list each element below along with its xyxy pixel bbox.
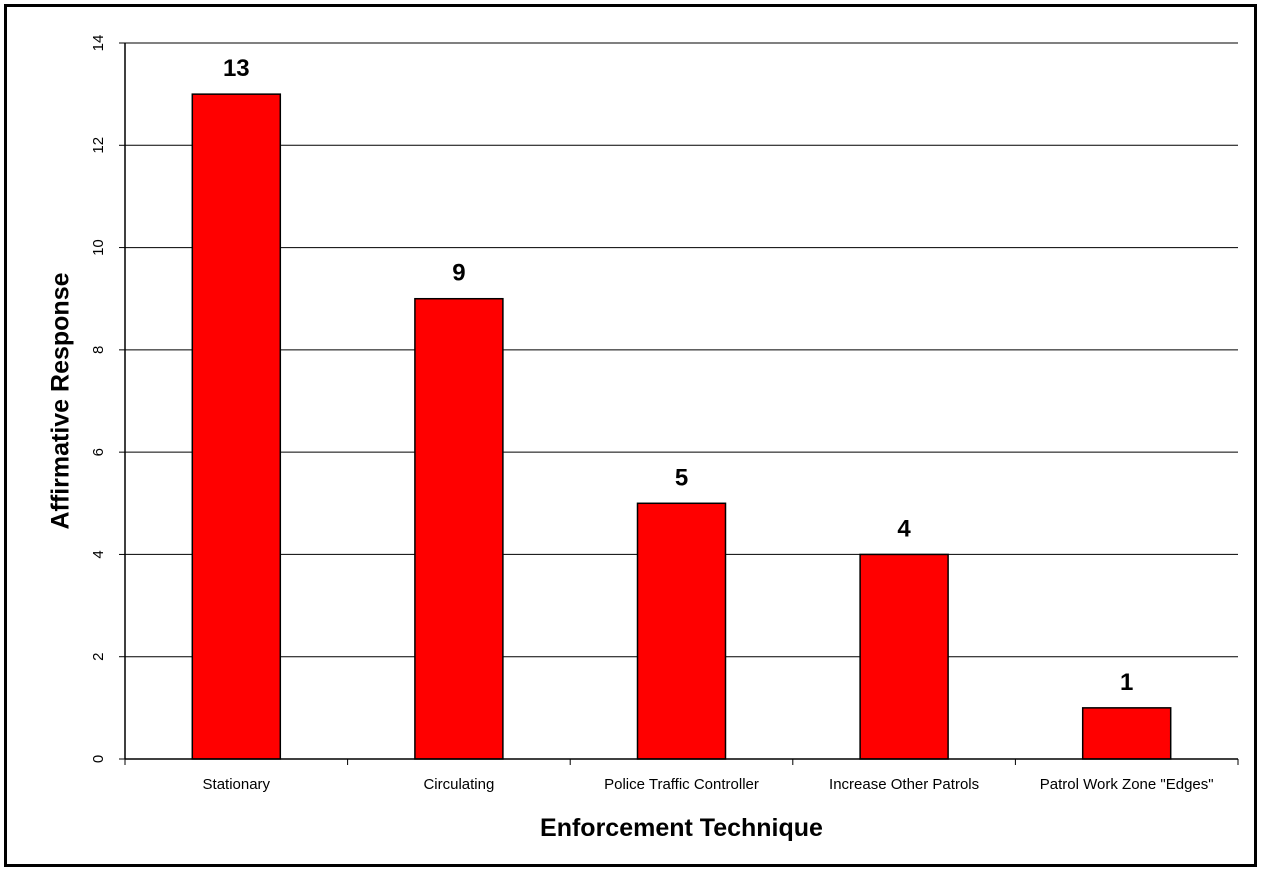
bar: [414, 297, 504, 760]
x-tick-label: Police Traffic Controller: [604, 776, 759, 793]
y-tick-label: 12: [90, 137, 107, 154]
data-label: 9: [452, 260, 465, 287]
bar: [636, 502, 727, 760]
y-tick-labels: 0 2 4 6 8 10 12 14: [90, 35, 107, 764]
y-tick-label: 8: [90, 346, 107, 354]
y-tick-label: 0: [90, 755, 107, 763]
axes: [124, 43, 1238, 760]
data-label: 1: [1120, 669, 1133, 696]
x-tick-label: Circulating: [423, 776, 494, 793]
y-axis-title: Affirmative Response: [47, 272, 75, 529]
data-labels: 13 9 5 4 1: [223, 55, 1133, 696]
bars: [191, 93, 1172, 760]
y-tick-label: 2: [90, 653, 107, 661]
gridlines: [119, 42, 1239, 765]
y-tick-label: 4: [90, 550, 107, 558]
x-tick-label: Patrol Work Zone "Edges": [1040, 776, 1214, 793]
y-tick-label: 14: [90, 35, 107, 52]
x-tick-label: Stationary: [203, 776, 271, 793]
y-tick-label: 6: [90, 448, 107, 456]
x-tick-label: Increase Other Patrols: [829, 776, 979, 793]
x-axis-title: Enforcement Technique: [540, 814, 823, 842]
y-tick-label: 10: [90, 239, 107, 256]
bar: [1081, 707, 1172, 760]
x-tick-labels: Stationary Circulating Police Traffic Cont…: [203, 776, 1214, 793]
data-label: 5: [675, 464, 688, 491]
data-label: 4: [897, 515, 911, 542]
bar: [859, 553, 949, 760]
data-label: 13: [223, 55, 250, 82]
bar: [191, 93, 282, 760]
